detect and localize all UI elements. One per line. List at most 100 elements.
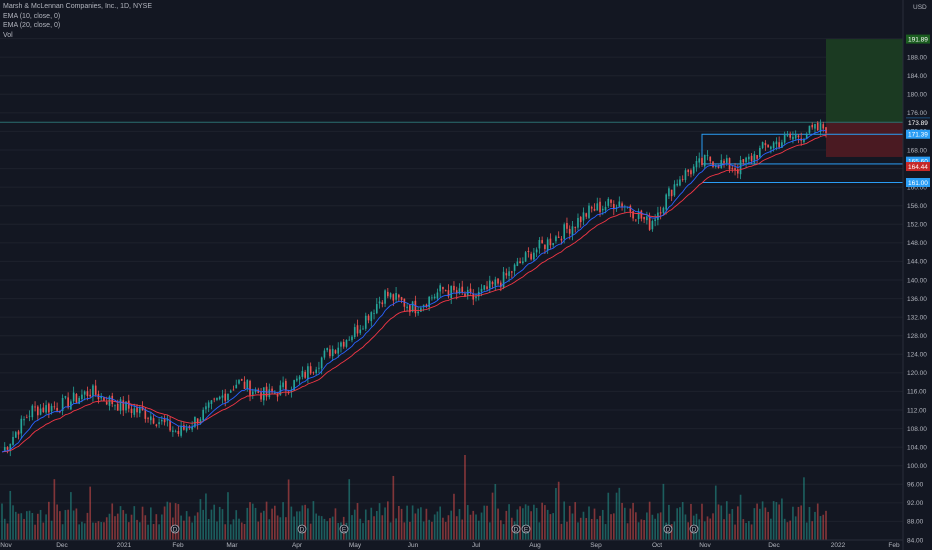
candle-body <box>262 387 265 401</box>
candle-body <box>177 431 180 434</box>
volume-bar <box>640 519 643 540</box>
y-tick-label: 112.00 <box>907 407 927 414</box>
legend-ema20[interactable]: EMA (20, close, 0) <box>3 22 61 29</box>
candle-body <box>475 296 477 299</box>
candle-body <box>144 409 147 419</box>
volume-bar <box>574 502 577 540</box>
candle-body <box>720 160 723 168</box>
volume-bar <box>475 514 477 540</box>
volume-bar <box>34 524 36 540</box>
volume-bar <box>480 512 483 540</box>
volume-bar <box>450 510 453 540</box>
candle-body <box>585 213 588 217</box>
volume-bar <box>174 503 177 540</box>
legend-ema10[interactable]: EMA (10, close, 0) <box>3 12 61 20</box>
volume-bar <box>136 519 138 540</box>
volume-bar <box>447 515 450 540</box>
price-label-text: 165.60 <box>908 158 928 165</box>
candle-body <box>789 133 792 138</box>
volume-bar <box>557 481 560 540</box>
candle-body <box>552 243 554 246</box>
volume-bar <box>141 506 144 540</box>
candle-body <box>750 155 753 161</box>
candle-body <box>353 327 356 337</box>
price-label: 165.60 <box>906 156 930 166</box>
candle-body <box>78 397 80 404</box>
candle-body <box>687 169 690 173</box>
volume-bar <box>668 504 670 540</box>
volume-bar <box>486 505 488 540</box>
candle-body <box>748 156 750 160</box>
volume-bar <box>400 508 403 540</box>
volume-bar <box>734 524 736 540</box>
x-tick-label: Jul <box>472 542 481 549</box>
volume-bar <box>262 510 265 540</box>
candle-body <box>428 296 430 308</box>
volume-bar <box>469 514 472 540</box>
candle-body <box>555 236 557 242</box>
candle-body <box>86 391 89 397</box>
candle-body <box>315 369 317 374</box>
volume-bar <box>786 522 789 540</box>
candle-body <box>12 436 14 445</box>
candle-body <box>271 388 273 393</box>
volume-bar <box>756 503 758 540</box>
candle-body <box>764 143 767 146</box>
candle-body <box>301 370 304 377</box>
y-tick-label: 156.00 <box>907 203 927 210</box>
candle-body <box>207 402 210 408</box>
volume-bar <box>825 510 827 540</box>
stop-zone <box>826 122 903 157</box>
candle-body <box>199 419 202 424</box>
volume-bar <box>601 509 604 540</box>
y-tick-label: 180.00 <box>907 92 927 99</box>
volume-bar <box>552 513 554 540</box>
target-zone <box>826 39 903 123</box>
volume-bar <box>185 511 188 540</box>
candle-body <box>320 357 323 369</box>
candle-body <box>133 408 136 415</box>
volume-bar <box>334 508 337 540</box>
volume-bar <box>326 521 329 540</box>
legend-title[interactable]: Marsh & McLennan Companies, Inc., 1D, NY… <box>3 3 153 10</box>
volume-bar <box>25 511 28 540</box>
volume-bar <box>648 501 651 540</box>
volume-bar <box>814 511 816 540</box>
candle-body <box>530 253 532 260</box>
candle-body <box>723 160 725 163</box>
volume-bar <box>144 515 147 540</box>
volume-bar <box>538 522 541 540</box>
candle-body <box>505 273 508 276</box>
candle-body <box>654 219 656 222</box>
volume-bar <box>133 506 136 540</box>
y-tick-label: 96.00 <box>907 482 924 489</box>
legend: Marsh & McLennan Companies, Inc., 1D, NY… <box>3 2 152 40</box>
candle-body <box>50 405 53 412</box>
candle-body <box>519 261 521 264</box>
price-label: 173.89 <box>906 118 930 128</box>
legend-vol[interactable]: Vol <box>3 31 13 39</box>
candle-body <box>94 385 97 395</box>
volume-bar <box>14 511 17 540</box>
candle-body <box>568 228 571 234</box>
volume-bar <box>422 521 425 540</box>
candle-body <box>127 400 130 409</box>
y-tick-label: 104.00 <box>907 444 927 451</box>
candle-body <box>775 141 778 145</box>
candle-body <box>45 405 47 413</box>
candle-body <box>566 222 568 229</box>
candle-body <box>169 420 171 431</box>
y-tick-label: 132.00 <box>907 314 927 321</box>
candle-body <box>265 386 268 397</box>
price-label: 171.39 <box>906 129 930 139</box>
candle-body <box>563 224 566 239</box>
volume-bar <box>61 524 64 540</box>
candle-body <box>235 384 238 389</box>
y-tick-label: 136.00 <box>907 296 927 303</box>
volume-bar <box>232 519 235 540</box>
volume-bar <box>676 508 679 540</box>
candle-body <box>497 278 499 284</box>
volume-bar <box>535 507 538 540</box>
